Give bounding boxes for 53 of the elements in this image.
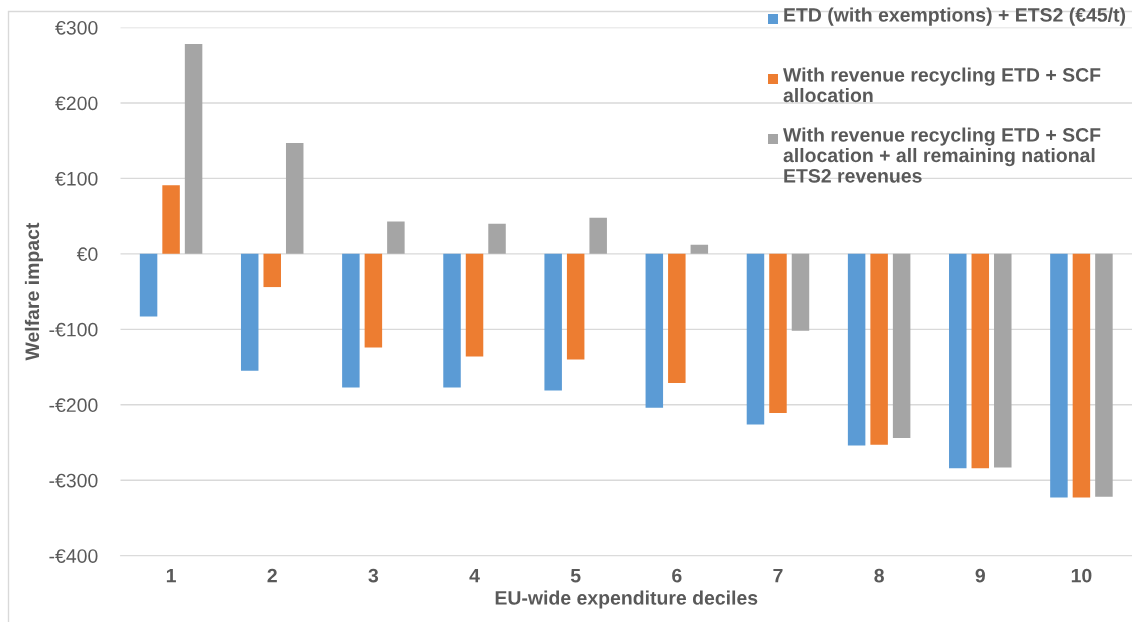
bar (645, 253, 664, 408)
y-tick-label: €0 (76, 247, 98, 262)
bar (184, 44, 203, 254)
bar (746, 253, 765, 425)
bar (465, 253, 484, 357)
legend-label: With revenue recycling ETD + SCF allocation (783, 67, 1101, 103)
y-tick-label: -€400 (49, 549, 98, 563)
bar (949, 253, 967, 469)
bar (162, 185, 180, 254)
bar (791, 253, 810, 331)
x-axis-title: EU-wide expenditure deciles (495, 590, 758, 609)
y-tick-label: -€300 (49, 473, 98, 488)
y-tick-label: -€200 (49, 398, 98, 413)
bar (668, 253, 686, 383)
bar (488, 223, 506, 254)
bar (240, 253, 259, 371)
bar (544, 253, 562, 391)
bar (1072, 253, 1091, 498)
y-tick-label: €300 (55, 20, 98, 35)
bar (1050, 253, 1068, 498)
bar (847, 253, 866, 446)
x-tick-label: 6 (672, 568, 682, 583)
y-tick-label: -€100 (49, 322, 98, 337)
bar (994, 253, 1012, 468)
x-tick-label: 1 (166, 568, 176, 583)
bar (387, 221, 405, 254)
bar (892, 253, 911, 438)
bar (139, 253, 158, 317)
y-tick-label: €100 (55, 171, 98, 186)
x-tick-label: 2 (267, 568, 277, 583)
bar (589, 217, 607, 254)
x-tick-label: 3 (368, 568, 379, 583)
legend-label: With revenue recycling ETD + SCF allocation + all remaining national ETS2 revenues (783, 127, 1101, 183)
bar (769, 253, 787, 414)
x-tick-label: 4 (469, 568, 480, 583)
y-axis-title: Welfare impact (24, 222, 43, 361)
legend-label: ETD (with exemptions) + ETS2 (€45/t) (784, 7, 1126, 26)
bar (342, 253, 360, 388)
y-tick-label: €200 (55, 96, 98, 111)
bar (443, 253, 461, 388)
x-tick-label: 8 (874, 568, 884, 583)
bar (285, 142, 304, 254)
x-tick-label: 9 (975, 568, 985, 583)
bar (263, 253, 281, 288)
bar (690, 244, 709, 254)
bar (870, 253, 888, 445)
x-tick-label: 10 (1071, 568, 1092, 583)
x-tick-label: 7 (773, 568, 783, 583)
bar (566, 253, 585, 360)
bar (1095, 253, 1113, 497)
bar (971, 253, 990, 469)
bar (364, 253, 383, 348)
x-tick-label: 5 (570, 568, 581, 583)
